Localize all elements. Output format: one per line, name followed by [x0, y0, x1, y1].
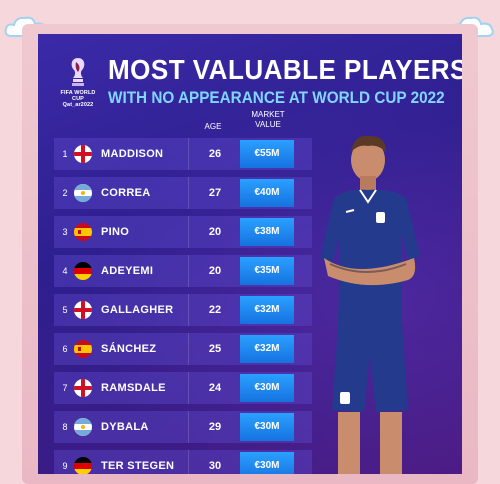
player-rank: 7	[62, 383, 68, 393]
market-value-badge: €30M	[240, 452, 294, 474]
player-age: 29	[208, 421, 222, 433]
player-age: 22	[208, 304, 222, 316]
column-divider	[188, 255, 189, 287]
germany-flag-icon	[74, 457, 92, 474]
market-value-badge: €38M	[240, 218, 294, 246]
market-value-badge: €35M	[240, 257, 294, 285]
player-row: 7 RAMSDALE 24 €30M	[54, 372, 312, 404]
market-value-badge: €32M	[240, 335, 294, 363]
column-divider	[188, 372, 189, 404]
logo-text: FIFA WORLD CUP Qat_ar2022	[60, 90, 96, 108]
page-subtitle: WITH NO APPEARANCE AT WORLD CUP 2022	[108, 88, 445, 107]
player-rank: 3	[62, 227, 68, 237]
market-value-badge: €32M	[240, 296, 294, 324]
market-value-header-line2: VALUE	[255, 120, 281, 129]
market-value-header-line1: MARKET	[251, 110, 285, 119]
column-divider	[188, 333, 189, 365]
player-row: 6 SÁNCHEZ 25 €32M	[54, 333, 312, 365]
player-photo	[320, 135, 420, 474]
player-row: 1 MADDISON 26 €55M	[54, 138, 312, 170]
column-divider	[188, 177, 189, 209]
england-flag-icon	[74, 301, 92, 319]
player-rank: 5	[62, 305, 68, 315]
column-divider	[188, 450, 189, 474]
player-age: 27	[208, 187, 222, 199]
player-name: PINO	[101, 226, 130, 238]
market-value-badge: €30M	[240, 413, 294, 441]
player-row: 8 DYBALA 29 €30M	[54, 411, 312, 443]
player-row: 2 CORREA 27 €40M	[54, 177, 312, 209]
england-flag-icon	[74, 145, 92, 163]
player-name: MADDISON	[101, 148, 164, 160]
market-value-badge: €55M	[240, 140, 294, 168]
column-divider	[188, 138, 189, 170]
argentina-flag-icon	[74, 418, 92, 436]
column-divider	[188, 216, 189, 248]
player-name: TER STEGEN	[101, 460, 175, 472]
player-name: SÁNCHEZ	[101, 343, 157, 355]
england-flag-icon	[74, 379, 92, 397]
world-cup-logo: FIFA WORLD CUP Qat_ar2022	[56, 56, 100, 108]
world-cup-trophy-icon	[71, 58, 85, 86]
player-age: 24	[208, 382, 222, 394]
player-name: DYBALA	[101, 421, 149, 433]
player-name: CORREA	[101, 187, 151, 199]
player-rank: 1	[62, 149, 68, 159]
player-rank: 8	[62, 422, 68, 432]
player-row: 5 GALLAGHER 22 €32M	[54, 294, 312, 326]
player-row: 4 ADEYEMI 20 €35M	[54, 255, 312, 287]
market-value-badge: €30M	[240, 374, 294, 402]
argentina-flag-icon	[74, 184, 92, 202]
player-age: 26	[208, 148, 222, 160]
column-divider	[188, 411, 189, 443]
player-row: 9 TER STEGEN 30 €30M	[54, 450, 312, 474]
player-name: GALLAGHER	[101, 304, 174, 316]
player-age: 30	[208, 460, 222, 472]
age-column-header: AGE	[204, 122, 222, 131]
player-name: ADEYEMI	[101, 265, 154, 277]
spain-flag-icon	[74, 340, 92, 358]
player-name: RAMSDALE	[101, 382, 166, 394]
column-divider	[188, 294, 189, 326]
market-value-badge: €40M	[240, 179, 294, 207]
player-age: 20	[208, 265, 222, 277]
player-rank: 4	[62, 266, 68, 276]
player-age: 25	[208, 343, 222, 355]
player-age: 20	[208, 226, 222, 238]
player-row: 3 PINO 20 €38M	[54, 216, 312, 248]
player-rank: 2	[62, 188, 68, 198]
spain-flag-icon	[74, 223, 92, 241]
page-title: MOST VALUABLE PLAYERS	[108, 54, 462, 85]
infographic-card: FIFA WORLD CUP Qat_ar2022 MOST VALUABLE …	[38, 34, 462, 474]
player-rank: 6	[62, 344, 68, 354]
market-value-column-header: MARKET VALUE	[240, 110, 296, 130]
player-rank: 9	[62, 461, 68, 471]
germany-flag-icon	[74, 262, 92, 280]
